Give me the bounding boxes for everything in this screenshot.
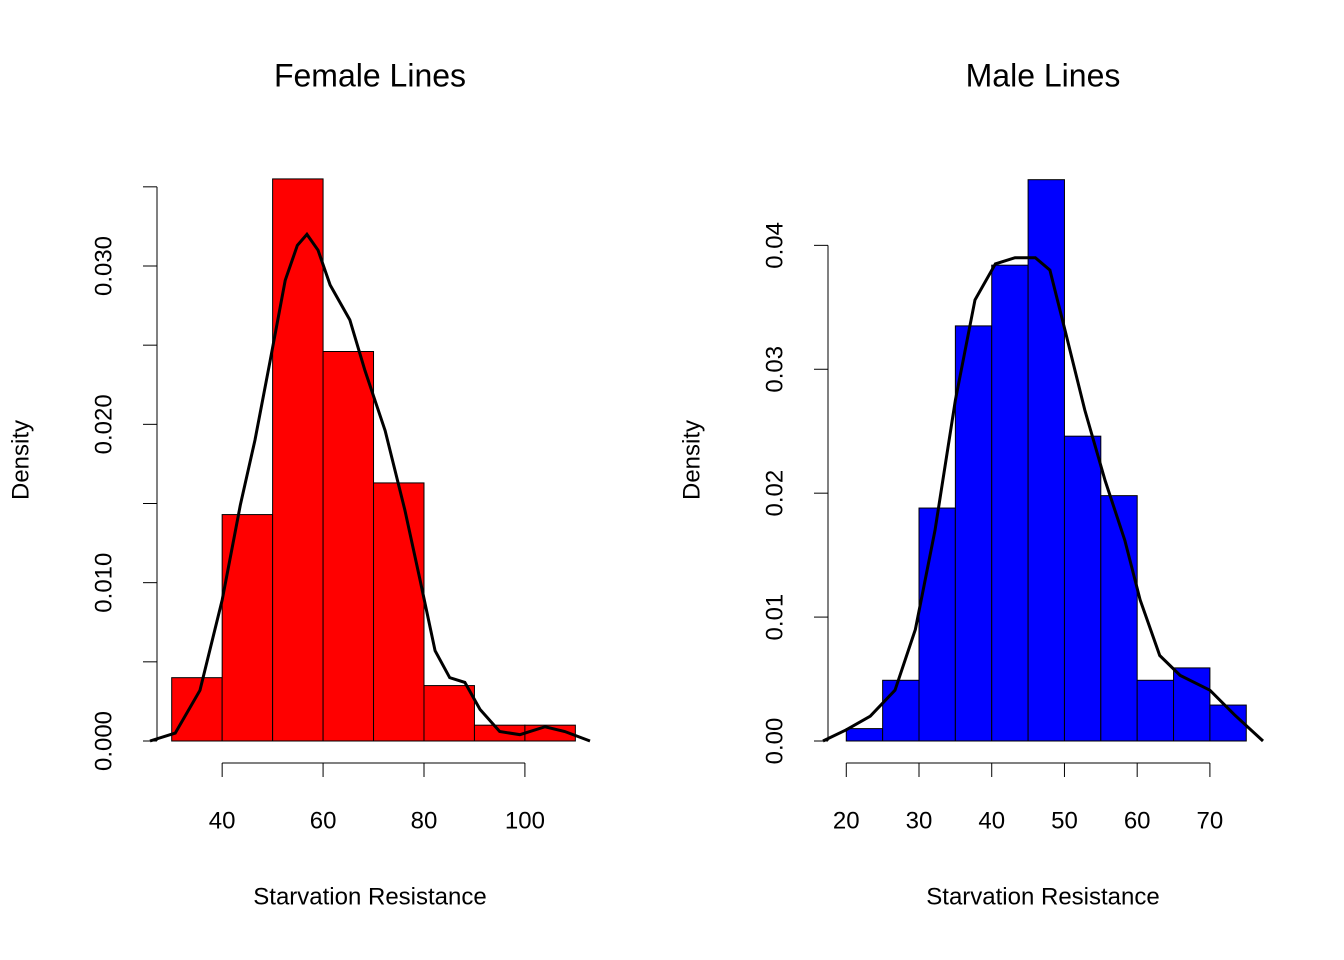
bar [1100,495,1138,742]
x-tick-label: 60 [1124,807,1151,834]
y-tick-label: 0.030 [90,236,117,296]
bar [221,514,274,742]
bar [1063,435,1102,742]
chart-title: Male Lines [966,57,1121,93]
bar [1027,179,1065,742]
bar [845,728,884,742]
chart-title: Female Lines [274,57,466,93]
bar [1136,679,1175,742]
y-tick-label: 0.04 [761,222,788,269]
y-axis-label: Density [678,420,705,500]
bar [1173,667,1211,742]
bar [918,507,956,742]
x-axis-label: Starvation Resistance [253,883,486,910]
y-tick-label: 0.000 [90,711,117,771]
density-line [822,256,1265,743]
bar [171,677,223,742]
y-axis-label: Density [7,420,34,500]
y-tick-label: 0.020 [90,394,117,454]
bar [423,685,475,742]
bar [272,178,324,742]
bar [1209,704,1247,742]
y-tick-label: 0.010 [90,553,117,613]
bar [322,351,375,742]
density-line [149,231,591,743]
x-tick-label: 100 [505,807,545,834]
x-axis-label: Starvation Resistance [926,883,1159,910]
y-tick-label: 0.00 [761,718,788,765]
x-tick-label: 30 [906,807,933,834]
x-tick-label: 60 [310,807,337,834]
bar [882,679,920,742]
x-tick-label: 40 [209,807,236,834]
bar [991,264,1029,742]
x-tick-label: 80 [411,807,438,834]
x-tick-label: 20 [833,807,860,834]
x-tick-label: 50 [1051,807,1078,834]
y-tick-label: 0.03 [761,346,788,393]
bar [373,482,425,742]
y-tick-label: 0.01 [761,594,788,641]
bar [954,325,993,742]
y-tick-label: 0.02 [761,470,788,517]
x-tick-label: 70 [1197,807,1224,834]
x-tick-label: 40 [978,807,1005,834]
